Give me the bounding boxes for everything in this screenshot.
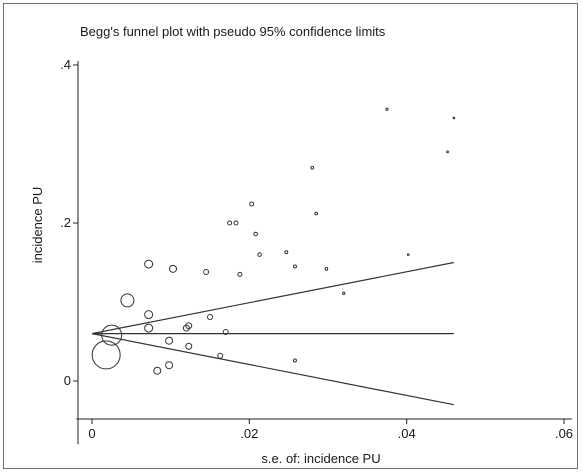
chart-title: Begg's funnel plot with pseudo 95% confi… bbox=[80, 24, 386, 39]
study-point bbox=[144, 310, 154, 320]
y-tick-label: .2 bbox=[60, 215, 71, 230]
data-points bbox=[91, 107, 456, 375]
study-point bbox=[185, 342, 193, 350]
study-point bbox=[253, 231, 258, 237]
study-point bbox=[385, 107, 389, 111]
study-point bbox=[185, 322, 193, 330]
y-tick-label: 0 bbox=[64, 373, 71, 388]
study-point bbox=[284, 250, 289, 255]
study-point bbox=[406, 253, 410, 256]
study-point bbox=[257, 252, 262, 257]
study-point bbox=[222, 329, 229, 336]
y-tick-label: .4 bbox=[60, 57, 71, 72]
upper-limit-line bbox=[91, 261, 454, 335]
study-point bbox=[324, 267, 329, 271]
study-point bbox=[101, 324, 123, 346]
study-point bbox=[182, 324, 190, 332]
x-tick-label: .02 bbox=[240, 426, 258, 441]
study-point bbox=[310, 165, 315, 170]
x-axis-title: s.e. of: incidence PU bbox=[261, 451, 380, 466]
x-tick-label: .06 bbox=[555, 426, 573, 441]
study-point bbox=[169, 264, 178, 273]
study-point bbox=[292, 358, 297, 363]
study-point bbox=[217, 352, 224, 359]
axes: 0 .2 .4 0 .02 .04 .06 bbox=[60, 57, 573, 445]
reference-lines bbox=[91, 261, 454, 406]
study-point bbox=[165, 336, 174, 345]
x-tick-label: .04 bbox=[398, 426, 416, 441]
x-tick-label: 0 bbox=[88, 426, 95, 441]
study-point bbox=[452, 116, 456, 120]
study-point bbox=[233, 220, 239, 226]
study-point bbox=[207, 314, 213, 321]
study-point bbox=[91, 340, 121, 370]
study-point bbox=[165, 361, 174, 370]
study-point bbox=[144, 323, 154, 333]
lower-limit-line bbox=[91, 333, 454, 406]
y-axis-title: incidence PU bbox=[30, 187, 45, 264]
study-point bbox=[249, 201, 255, 207]
study-point bbox=[342, 291, 346, 296]
study-point bbox=[292, 264, 297, 269]
study-point bbox=[446, 150, 449, 154]
study-point bbox=[314, 211, 319, 216]
study-point bbox=[203, 268, 210, 275]
study-point bbox=[227, 220, 233, 226]
study-point bbox=[120, 293, 135, 308]
study-point bbox=[237, 271, 243, 277]
figure-frame bbox=[3, 3, 578, 469]
study-point bbox=[144, 259, 154, 269]
study-point bbox=[153, 366, 162, 375]
